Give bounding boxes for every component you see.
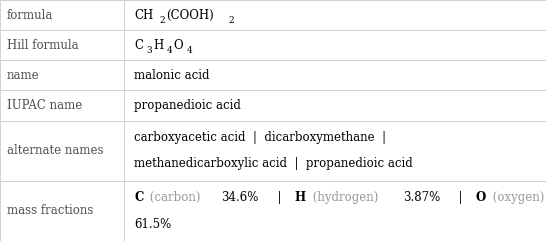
Text: IUPAC name: IUPAC name — [7, 99, 82, 112]
Text: 3.87%: 3.87% — [403, 191, 440, 204]
Text: (hydrogen): (hydrogen) — [308, 191, 382, 204]
Text: |: | — [451, 191, 470, 204]
Text: 61.5%: 61.5% — [134, 218, 171, 231]
Text: mass fractions: mass fractions — [7, 204, 93, 217]
Text: (COOH): (COOH) — [167, 9, 214, 21]
Text: Hill formula: Hill formula — [7, 39, 78, 52]
Text: carboxyacetic acid  |  dicarboxymethane  |: carboxyacetic acid | dicarboxymethane | — [134, 131, 387, 144]
Text: malonic acid: malonic acid — [134, 69, 210, 82]
Text: O: O — [174, 39, 183, 52]
Text: propanedioic acid: propanedioic acid — [134, 99, 241, 112]
Text: 3: 3 — [146, 46, 152, 55]
Text: 2: 2 — [159, 16, 165, 25]
Text: name: name — [7, 69, 39, 82]
Text: 4: 4 — [167, 46, 172, 55]
Text: C: C — [134, 191, 144, 204]
Text: H: H — [153, 39, 163, 52]
Text: (oxygen): (oxygen) — [489, 191, 544, 204]
Text: 4: 4 — [186, 46, 192, 55]
Text: CH: CH — [134, 9, 153, 21]
Text: formula: formula — [7, 9, 53, 21]
Text: alternate names: alternate names — [7, 144, 103, 157]
Text: H: H — [294, 191, 305, 204]
Text: 2: 2 — [228, 16, 234, 25]
Text: |: | — [270, 191, 289, 204]
Text: O: O — [475, 191, 485, 204]
Text: C: C — [134, 39, 143, 52]
Text: methanedicarboxylic acid  |  propanedioic acid: methanedicarboxylic acid | propanedioic … — [134, 157, 413, 170]
Text: (carbon): (carbon) — [146, 191, 205, 204]
Text: 34.6%: 34.6% — [222, 191, 259, 204]
